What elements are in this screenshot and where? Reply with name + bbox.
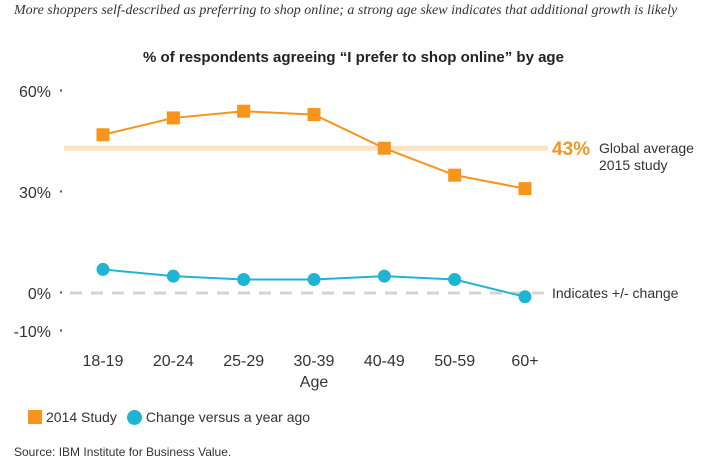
chart-title: % of respondents agreeing “I prefer to s… xyxy=(143,49,564,66)
source-note: Source: IBM Institute for Business Value… xyxy=(14,445,232,459)
x-tick-label: 50-59 xyxy=(434,353,475,370)
study-point xyxy=(237,104,251,118)
y-tick-mark xyxy=(60,190,62,193)
zero-line-label: Indicates +/- change xyxy=(552,285,679,301)
average-text-line2: 2015 study xyxy=(599,157,668,173)
legend-swatch-change xyxy=(126,409,142,425)
change-point xyxy=(166,269,180,283)
legend-item-change: Change versus a year ago xyxy=(126,409,311,425)
study-point xyxy=(166,111,180,125)
y-tick-mark xyxy=(60,329,62,332)
x-axis-label: Age xyxy=(300,374,329,391)
x-tick-label: 40-49 xyxy=(364,353,405,370)
chart-legend: 2014 Study Change versus a year ago xyxy=(28,409,320,425)
x-tick-label: 60+ xyxy=(511,353,538,370)
average-value-label: 43% xyxy=(552,139,590,160)
y-tick-mark xyxy=(60,89,62,92)
change-point xyxy=(377,269,391,283)
change-point xyxy=(237,273,251,287)
x-tick-label: 30-39 xyxy=(294,353,335,370)
study-point xyxy=(96,128,110,142)
y-tick-label: 60% xyxy=(19,84,51,101)
study-point xyxy=(307,108,321,122)
y-tick-label: -10% xyxy=(14,324,51,341)
average-text-line1: Global average xyxy=(599,140,694,156)
x-tick-label: 20-24 xyxy=(153,353,194,370)
x-tick-label: 25-29 xyxy=(223,353,264,370)
study-point xyxy=(448,168,462,182)
legend-swatch-study xyxy=(28,410,42,424)
change-point xyxy=(307,273,321,287)
legend-item-study: 2014 Study xyxy=(28,409,117,425)
study-point xyxy=(377,141,391,155)
y-tick-mark xyxy=(60,291,62,294)
chart-subtitle: More shoppers self-described as preferri… xyxy=(14,3,678,18)
change-point xyxy=(448,273,462,287)
study-point xyxy=(518,182,532,196)
y-tick-label: 0% xyxy=(28,286,51,303)
change-point xyxy=(518,290,532,304)
y-tick-label: 30% xyxy=(19,185,51,202)
x-tick-label: 18-19 xyxy=(83,353,124,370)
legend-label-study: 2014 Study xyxy=(46,409,117,425)
change-point xyxy=(96,262,110,276)
legend-label-change: Change versus a year ago xyxy=(145,409,311,425)
